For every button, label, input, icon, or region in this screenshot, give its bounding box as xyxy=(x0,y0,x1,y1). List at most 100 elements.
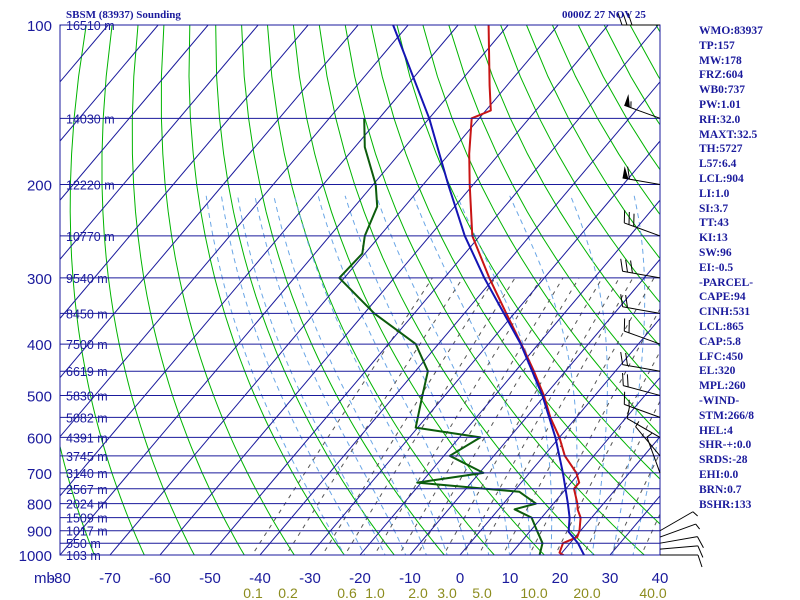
height-label: 5830 m xyxy=(66,389,108,403)
index-item: EL:320 xyxy=(699,365,736,378)
height-label: 10770 m xyxy=(66,230,115,244)
isotherm xyxy=(409,258,660,555)
mixing-ratio-line xyxy=(554,350,660,555)
wind-barb xyxy=(623,318,661,345)
mixing-ratio-label: 2.0 xyxy=(408,585,428,600)
wind-barb xyxy=(620,258,661,279)
barb-feather xyxy=(622,12,628,26)
dry-adiabat xyxy=(241,25,445,555)
barb-staff xyxy=(626,417,661,438)
mixing-ratio-line xyxy=(462,277,620,555)
dry-adiabat xyxy=(344,25,646,555)
height-label: 5082 m xyxy=(66,411,108,425)
barb-feather xyxy=(627,166,630,180)
isotherm xyxy=(60,25,309,320)
index-item: EI:-0.5 xyxy=(699,261,734,274)
isotherm xyxy=(60,25,359,379)
pressure-tick-label: 400 xyxy=(27,337,52,354)
height-label: 1509 m xyxy=(66,512,108,526)
dry-adiabat xyxy=(786,25,800,566)
height-label: 14030 m xyxy=(66,112,115,126)
barb-flag xyxy=(622,166,629,179)
mixing-ratio-label: 10.0 xyxy=(520,585,547,600)
index-item: SI:3.7 xyxy=(699,202,729,215)
height-label: 2567 m xyxy=(66,483,108,497)
barb-staff xyxy=(659,511,694,532)
pressure-tick-label: 300 xyxy=(27,271,52,288)
grid-lines xyxy=(0,25,800,566)
dry-adiabat xyxy=(760,25,800,566)
pressure-tick-label: 500 xyxy=(27,388,52,405)
mixing-ratio-label: 40.0 xyxy=(639,585,666,600)
wind-barb xyxy=(660,554,703,568)
pressure-tick-label: 800 xyxy=(27,497,52,514)
index-item: L57:6.4 xyxy=(699,158,737,171)
temperature-line xyxy=(468,25,582,555)
dry-adiabat xyxy=(500,25,660,304)
wind-barb xyxy=(623,391,661,418)
barb-feather xyxy=(625,352,628,366)
barb-feather xyxy=(620,352,624,365)
mixing-ratio-line xyxy=(251,277,433,555)
moist-adiabat xyxy=(570,195,608,555)
wind-barb xyxy=(623,210,661,237)
barb-feather xyxy=(627,12,633,26)
index-item: KI:13 xyxy=(699,232,728,245)
height-label: 16510 m xyxy=(66,19,115,33)
mixing-ratio-line xyxy=(373,277,542,555)
index-item: HEL:4 xyxy=(699,424,733,437)
moist-adiabat xyxy=(294,195,448,555)
index-item: CAP:5.8 xyxy=(699,335,741,348)
dry-adiabat xyxy=(422,25,660,436)
height-label: 3140 m xyxy=(66,467,108,481)
parcel-line xyxy=(392,25,586,555)
mixing-ratio-line xyxy=(478,277,634,555)
mixing-ratio-label: 0.6 xyxy=(337,585,357,600)
pressure-tick-label: 200 xyxy=(27,178,52,195)
isotherm xyxy=(209,25,659,555)
mixing-ratio-line xyxy=(398,277,564,555)
barb-half-feather xyxy=(646,432,653,438)
index-item: TT:43 xyxy=(699,217,729,230)
barb-half-feather xyxy=(695,523,701,530)
mixing-ratio-label: 0.1 xyxy=(243,585,263,600)
index-item: RH:32.0 xyxy=(699,113,741,126)
barb-feather xyxy=(620,294,624,307)
barb-staff xyxy=(659,536,698,544)
index-item: STM:266/8 xyxy=(699,409,754,422)
moist-adiabat xyxy=(375,195,511,555)
barb-staff xyxy=(659,523,696,538)
isotherm xyxy=(459,317,660,555)
pressure-tick-label: 100 xyxy=(27,18,52,35)
index-item: LCL:904 xyxy=(699,172,744,185)
pressure-tick-label: 600 xyxy=(27,430,52,447)
isotherm xyxy=(60,25,259,261)
index-item: WB0:737 xyxy=(699,84,745,97)
index-item: LFC:450 xyxy=(699,350,744,363)
barb-feather xyxy=(625,259,628,273)
dry-adiabat xyxy=(0,25,9,566)
isotherm xyxy=(60,25,459,497)
barb-feather xyxy=(697,554,703,568)
barb-staff xyxy=(622,364,661,372)
barb-feather xyxy=(630,260,633,274)
moist-adiabat xyxy=(456,195,553,555)
dry-adiabat xyxy=(448,25,660,392)
indices-panel: WMO:83937 TP:157 MW:178 FRZ:604 WB0:737 … xyxy=(699,24,763,512)
wind-barb xyxy=(659,545,704,558)
dry-adiabat xyxy=(188,25,345,555)
wind-barbs xyxy=(617,12,704,568)
isotherm xyxy=(159,25,609,555)
moist-adiabat xyxy=(254,195,407,555)
index-item: TH:5727 xyxy=(699,143,743,156)
barb-half-feather xyxy=(692,511,698,517)
temperature-tick-label: -80 xyxy=(49,570,71,587)
barb-staff xyxy=(622,270,661,279)
index-item: BRN:0.7 xyxy=(699,483,742,496)
barb-feather xyxy=(617,12,623,26)
barb-flag xyxy=(624,94,630,108)
dry-adiabat xyxy=(215,25,395,555)
mixing-ratio-line xyxy=(321,277,496,555)
